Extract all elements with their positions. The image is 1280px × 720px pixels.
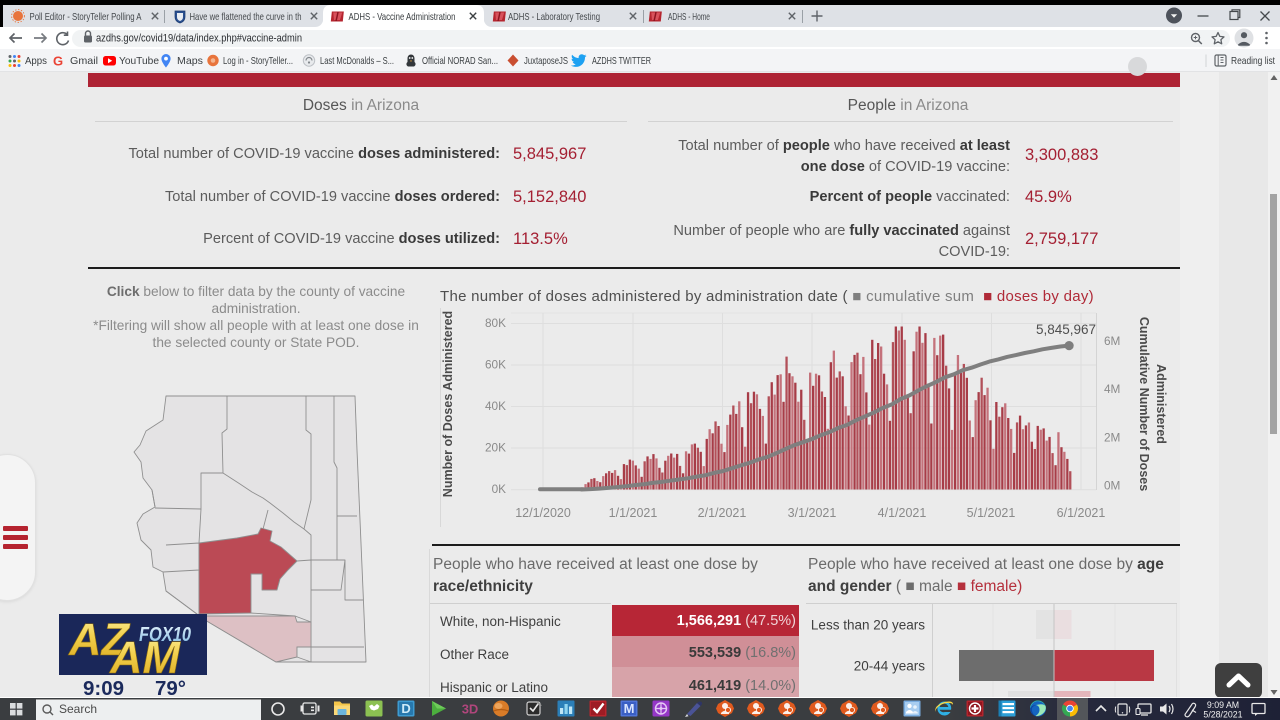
svg-text:6/1/2021: 6/1/2021 — [1057, 506, 1106, 520]
svg-text:Less than 20 years: Less than 20 years — [811, 618, 925, 633]
svg-text:Apps: Apps — [25, 55, 47, 67]
svg-text:Log in - StoryTeller...: Log in - StoryTeller... — [223, 55, 293, 67]
svg-text:60K: 60K — [485, 358, 506, 372]
svg-text:Number of Doses Administered: Number of Doses Administered — [441, 311, 455, 497]
svg-text:Last McDonalds – S...: Last McDonalds – S... — [320, 55, 394, 67]
svg-text:D: D — [401, 701, 410, 716]
svg-text:80K: 80K — [485, 316, 506, 330]
svg-text:Gmail: Gmail — [70, 55, 98, 67]
svg-text:AZDHS TWITTER: AZDHS TWITTER — [592, 55, 651, 67]
svg-text:6M: 6M — [1104, 334, 1120, 348]
svg-text:2M: 2M — [1104, 431, 1120, 445]
svg-text:2/1/2021: 2/1/2021 — [698, 506, 747, 520]
svg-text:ADHS - Vaccine Administration: ADHS - Vaccine Administration — [349, 11, 456, 23]
svg-text:JuxtaposeJS: JuxtaposeJS — [524, 55, 568, 67]
svg-text:ADHS - Laboratory Testing: ADHS - Laboratory Testing — [508, 11, 600, 23]
svg-text:Have we flattened the curve in: Have we flattened the curve in th — [190, 11, 302, 23]
svg-text:1/1/2021: 1/1/2021 — [609, 506, 658, 520]
svg-text:0K: 0K — [492, 482, 507, 496]
svg-text:Poll Editor - StoryTeller Poll: Poll Editor - StoryTeller Polling A — [30, 11, 142, 23]
svg-text:20-44 years: 20-44 years — [854, 659, 926, 674]
svg-text:12/1/2020: 12/1/2020 — [515, 506, 571, 520]
svg-text:3/1/2021: 3/1/2021 — [788, 506, 837, 520]
svg-text:G: G — [53, 54, 63, 69]
svg-text:AM: AM — [109, 632, 181, 675]
svg-text:5/28/2021: 5/28/2021 — [1203, 710, 1242, 720]
svg-text:40K: 40K — [485, 399, 506, 413]
svg-text:20K: 20K — [485, 441, 506, 455]
svg-text:9:09 AM: 9:09 AM — [1207, 700, 1239, 710]
svg-text:Maps: Maps — [177, 55, 203, 67]
svg-text:ADHS - Home: ADHS - Home — [668, 11, 710, 23]
svg-text:AZ: AZ — [68, 614, 130, 665]
svg-text:5/1/2021: 5/1/2021 — [967, 506, 1016, 520]
svg-text:FOX10: FOX10 — [139, 623, 191, 646]
svg-text:azdhs.gov/covid19/data/index.p: azdhs.gov/covid19/data/index.php#vaccine… — [96, 33, 302, 45]
svg-text:0M: 0M — [1104, 479, 1120, 493]
svg-text:Official NORAD San...: Official NORAD San... — [422, 55, 498, 67]
svg-text:Cumulative Number of Doses: Cumulative Number of Doses — [1137, 317, 1151, 491]
svg-text:5,845,967: 5,845,967 — [1036, 322, 1096, 337]
svg-text:4/1/2021: 4/1/2021 — [878, 506, 927, 520]
svg-text:Search: Search — [59, 702, 97, 716]
svg-text:Reading list: Reading list — [1231, 55, 1275, 67]
svg-text:YouTube: YouTube — [119, 55, 159, 67]
svg-text:M: M — [624, 701, 635, 716]
svg-text:Administered: Administered — [1154, 364, 1168, 444]
svg-text:4M: 4M — [1104, 382, 1120, 396]
svg-text:3D: 3D — [462, 702, 479, 717]
